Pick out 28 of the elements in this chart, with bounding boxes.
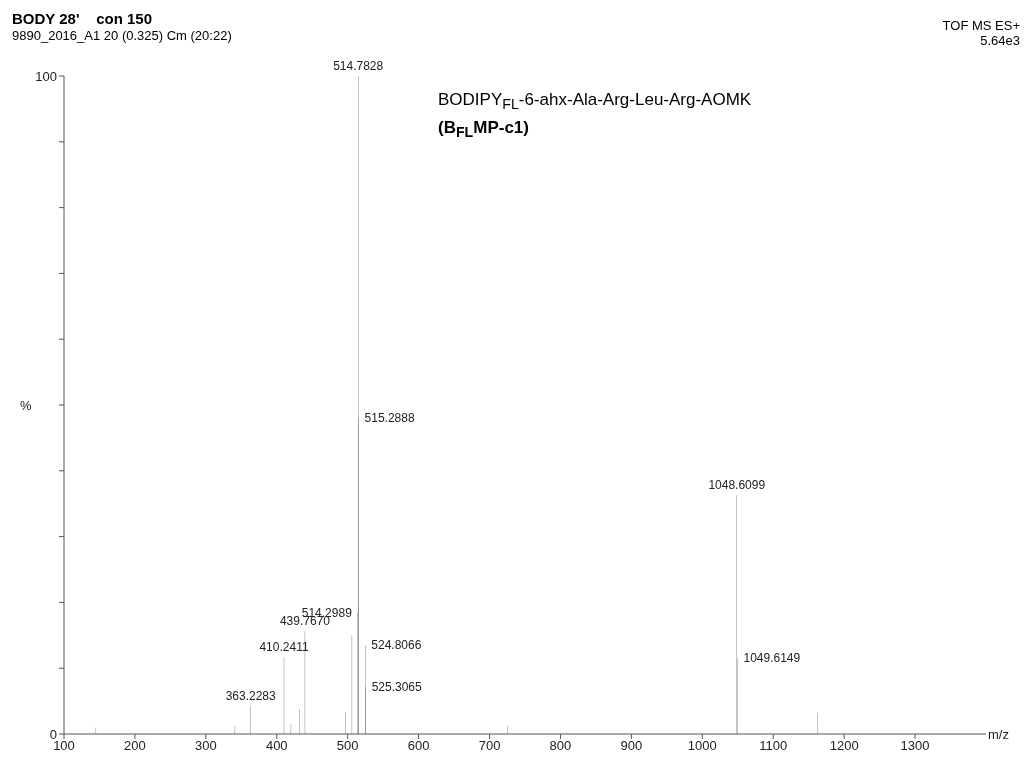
x-tick-label: 200 xyxy=(124,738,146,754)
x-tick-label: 1000 xyxy=(687,738,717,754)
y-axis-title: % xyxy=(20,397,32,413)
annotation: BODIPY$_{FL}$-6-ahx-Ala-Arg-Leu-Arg-AOMK xyxy=(438,89,752,115)
annotation: 525.3065 xyxy=(371,679,423,694)
annotation: 515.2888 xyxy=(364,411,415,426)
x-tick-label: 400 xyxy=(265,738,288,754)
x-tick-label: 800 xyxy=(549,738,572,754)
text: TOF MS ES+ xyxy=(942,18,1020,33)
annotation: 514.7828 xyxy=(333,59,384,73)
annotation: (B$_{FL}$MP-c1) xyxy=(438,117,530,143)
chart-subtitle: 9890_2016_A1 20 (0.325) Cm (20:22) xyxy=(12,28,232,43)
annotation: 363.2283 xyxy=(225,688,277,703)
x-tick-label: 500 xyxy=(336,738,359,754)
x-axis-title: m/z xyxy=(988,726,1009,742)
x-tick-label: 900 xyxy=(620,738,643,754)
annotation: 1048.6099 xyxy=(708,478,766,493)
chart-title: BODY 28' con 150 xyxy=(12,10,153,27)
x-tick-label: 300 xyxy=(194,738,217,754)
annotation: 410.2411 xyxy=(259,640,309,655)
annotation: 524.8066 xyxy=(371,638,422,653)
x-tick-label: 1300 xyxy=(900,738,930,754)
annotation: 1049.6149 xyxy=(743,650,801,665)
x-tick-label: 600 xyxy=(407,738,430,754)
text: 5.64e3 xyxy=(979,33,1020,48)
x-tick-label: 1200 xyxy=(829,738,859,754)
x-tick-label: 700 xyxy=(478,738,501,754)
x-tick-label: 1100 xyxy=(759,738,788,754)
